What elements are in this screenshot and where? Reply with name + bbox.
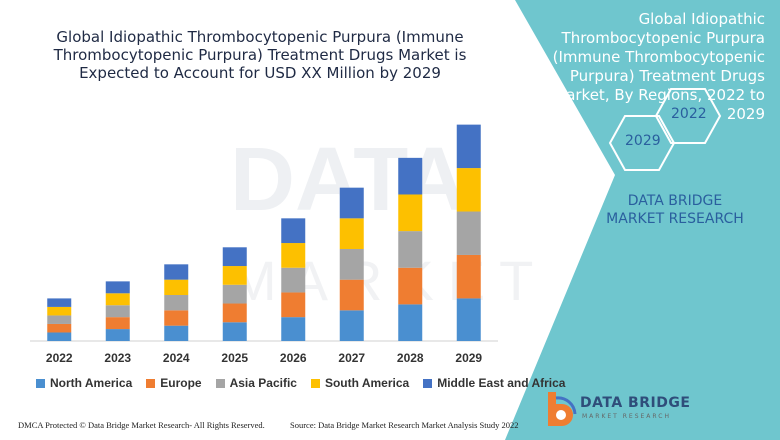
x-tick-label: 2025 (221, 351, 248, 365)
bar-segment-2027-series-2 (339, 249, 364, 280)
bar-segment-2024-series-1 (164, 310, 189, 326)
legend-label: South America (324, 376, 410, 390)
footer-copyright: DMCA Protected © Data Bridge Market Rese… (18, 420, 265, 430)
bar-segment-2026-series-0 (281, 317, 306, 341)
bar-segment-2022-series-2 (47, 315, 72, 324)
x-tick-label: 2029 (455, 351, 482, 365)
bar-segment-2024-series-3 (164, 279, 189, 295)
bar-segment-2028-series-4 (398, 157, 423, 195)
legend-item-north-america: North America (36, 376, 132, 390)
legend-swatch (36, 378, 45, 388)
brand-name: DATA BRIDGE MARKET RESEARCH (606, 193, 744, 227)
legend-item-asia-pacific: Asia Pacific (215, 376, 297, 390)
legend-swatch (146, 378, 156, 388)
bar-segment-2025-series-3 (222, 266, 247, 285)
bar-segment-2022-series-1 (47, 323, 72, 333)
legend-label: North America (50, 376, 133, 390)
bar-segment-2028-series-0 (398, 304, 423, 341)
bar-segment-2024-series-0 (164, 325, 189, 341)
bar-segment-2026-series-3 (281, 243, 306, 268)
hex-year-2029: 2029 (625, 133, 661, 149)
data-bridge-logo-icon (548, 392, 577, 426)
bar-segment-2025-series-4 (222, 247, 247, 267)
legend-item-middle-east-africa: Middle East and Africa (423, 376, 565, 390)
bar-segment-2027-series-0 (339, 310, 364, 341)
bar-segment-2023-series-3 (105, 293, 130, 306)
side-panel-shape (505, 0, 780, 440)
bar-segment-2027-series-4 (339, 187, 364, 219)
logo-subtitle: MARKET RESEARCH (582, 413, 671, 420)
legend-label: Asia Pacific (229, 376, 297, 390)
bar-segment-2027-series-1 (339, 279, 364, 311)
footer-source: Source: Data Bridge Market Research Mark… (290, 420, 519, 430)
bar-segment-2028-series-1 (398, 267, 423, 305)
x-tick-label: 2022 (46, 351, 73, 365)
bar-segment-2026-series-4 (281, 218, 306, 244)
bar-segment-2023-series-2 (105, 305, 130, 318)
legend-swatch (423, 378, 433, 388)
chart-area: 2022 2023 2024 2025 2026 2027 2028 2029 (30, 124, 498, 365)
bar-segment-2029-series-4 (456, 124, 481, 169)
bar-segment-2023-series-1 (105, 317, 130, 330)
bar-segment-2022-series-3 (47, 306, 72, 316)
hex-year-2022: 2022 (671, 106, 707, 122)
bar-segment-2029-series-1 (456, 254, 481, 299)
side-panel-title: Global Idiopathic Thrombocytopenic Purpu… (552, 10, 765, 123)
bar-segment-2026-series-1 (281, 292, 306, 318)
bar-segment-2022-series-0 (47, 332, 72, 341)
x-tick-label: 2028 (397, 351, 424, 365)
bar-segment-2029-series-2 (456, 211, 481, 255)
bar-segment-2025-series-0 (222, 322, 247, 341)
x-tick-label: 2023 (104, 351, 131, 365)
bar-segment-2028-series-2 (398, 231, 423, 268)
bar-segment-2026-series-2 (281, 267, 306, 293)
logo-name: DATA BRIDGE (580, 395, 691, 411)
chart-title: Global Idiopathic Thrombocytopenic Purpu… (53, 28, 467, 82)
bar-segment-2024-series-2 (164, 295, 189, 311)
legend-swatch (310, 378, 320, 388)
bar-segment-2029-series-0 (456, 298, 481, 341)
legend-item-europe: Europe (146, 376, 202, 390)
x-tick-label: 2027 (338, 351, 365, 365)
legend-label: Middle East and Africa (437, 376, 566, 390)
bar-segment-2025-series-1 (222, 303, 247, 323)
bar-segment-2022-series-4 (47, 298, 72, 307)
bar-segment-2023-series-0 (105, 329, 130, 341)
hexagon-2022 (654, 88, 722, 144)
x-tick-label: 2026 (280, 351, 307, 365)
bar-segment-2023-series-4 (105, 281, 130, 294)
bar-segment-2028-series-3 (398, 194, 423, 232)
chart-legend: North America Europe Asia Pacific South … (36, 376, 565, 390)
bar-segment-2029-series-3 (456, 168, 481, 212)
legend-item-south-america: South America (310, 376, 410, 390)
bar-segment-2025-series-2 (222, 284, 247, 304)
legend-label: Europe (160, 376, 202, 390)
legend-swatch (215, 378, 225, 388)
bar-segment-2024-series-4 (164, 264, 189, 280)
bar-segment-2027-series-3 (339, 218, 364, 249)
x-tick-label: 2024 (163, 351, 190, 365)
